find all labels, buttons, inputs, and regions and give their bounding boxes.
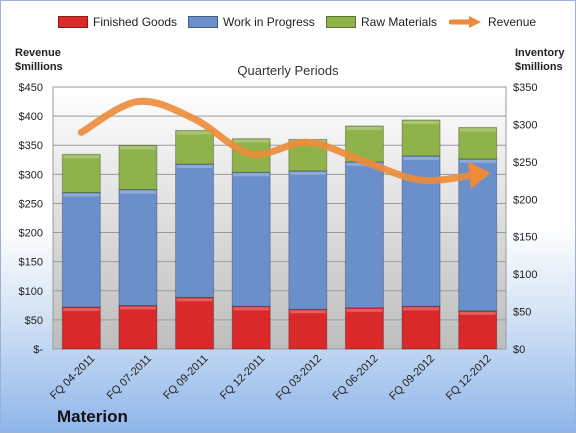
bar-highlight-raw-materials-1 [63, 155, 100, 159]
left-tick-label: $450 [19, 82, 43, 94]
legend-label-work-in-progress: Work in Progress [223, 15, 315, 29]
bar-raw-materials-8 [458, 126, 498, 160]
bar-highlight-work-in-progress-7 [403, 156, 440, 160]
x-tick-label: FQ 12-2011 [218, 353, 267, 402]
right-tick-label: $300 [513, 119, 537, 131]
bar-work-in-progress-1 [61, 192, 101, 308]
bar-highlight-raw-materials-7 [403, 120, 440, 124]
left-tick-label: $150 [19, 257, 43, 269]
bar-highlight-raw-materials-4 [233, 139, 270, 143]
legend: Finished Goods Work in Progress Raw Mate… [1, 15, 575, 35]
bar-work-in-progress-8 [458, 158, 498, 312]
bar-finished-goods-2 [118, 305, 158, 350]
bar-work-in-progress-6 [344, 161, 384, 309]
right-axis-title-line1: Inventory [515, 47, 565, 59]
x-tick-label: FQ 03-2012 [274, 353, 324, 403]
x-tick-label: FQ 07-2011 [105, 353, 154, 402]
x-tick-label: FQ 09-2011 [161, 353, 210, 402]
left-tick-label: $250 [19, 198, 43, 210]
legend-label-revenue: Revenue [488, 15, 537, 29]
bar-highlight-finished-goods-6 [346, 308, 383, 312]
bar-finished-goods-3 [175, 296, 215, 350]
legend-swatch-work-in-progress [188, 16, 218, 28]
left-axis-title-line1: Revenue [15, 47, 61, 59]
x-tick-label: FQ 06-2012 [331, 353, 381, 403]
legend-swatch-revenue [449, 16, 481, 28]
bar-highlight-raw-materials-3 [176, 131, 213, 135]
left-tick-label: $- [33, 344, 43, 356]
bar-raw-materials-1 [61, 153, 101, 194]
left-tick-label: $400 [19, 111, 43, 123]
right-tick-label: $350 [513, 82, 537, 94]
company-name: Materion [57, 407, 128, 426]
right-axis-title-line2: $millions [515, 61, 563, 73]
bar-highlight-work-in-progress-5 [289, 171, 326, 175]
left-tick-label: $50 [25, 315, 43, 327]
bar-highlight-finished-goods-1 [63, 308, 100, 312]
bar-finished-goods-5 [288, 308, 328, 350]
bar-highlight-raw-materials-6 [346, 126, 383, 130]
legend-label-raw-materials: Raw Materials [361, 15, 438, 29]
bar-highlight-raw-materials-8 [459, 128, 496, 132]
bar-highlight-work-in-progress-4 [233, 173, 270, 177]
bar-highlight-work-in-progress-8 [459, 159, 496, 163]
bar-highlight-finished-goods-4 [233, 307, 270, 311]
left-tick-label: $350 [19, 140, 43, 152]
bar-work-in-progress-2 [118, 189, 158, 307]
bar-highlight-finished-goods-2 [119, 306, 156, 310]
left-axis-title: Revenue $millions [15, 46, 63, 74]
bar-finished-goods-4 [231, 305, 271, 350]
right-tick-label: $200 [513, 194, 537, 206]
left-tick-label: $300 [19, 169, 43, 181]
bar-finished-goods-7 [401, 305, 441, 350]
legend-swatch-raw-materials [326, 16, 356, 28]
right-tick-label: $0 [513, 344, 525, 356]
legend-label-finished-goods: Finished Goods [93, 15, 178, 29]
bar-highlight-work-in-progress-2 [119, 190, 156, 194]
right-axis-title: Inventory $millions [515, 46, 565, 74]
right-tick-label: $100 [513, 269, 537, 281]
x-tick-label: FQ 12-2012 [444, 353, 494, 403]
bar-finished-goods-8 [458, 310, 498, 350]
right-tick-label: $250 [513, 157, 537, 169]
left-tick-label: $100 [19, 286, 43, 298]
right-tick-label: $150 [513, 232, 537, 244]
right-tick-label: $50 [513, 307, 531, 319]
bar-highlight-work-in-progress-1 [63, 193, 100, 197]
x-tick-label: FQ 09-2012 [387, 353, 437, 403]
bar-raw-materials-7 [401, 119, 441, 157]
chart-title: Quarterly Periods [237, 63, 339, 78]
legend-item-work-in-progress: Work in Progress [188, 15, 315, 29]
bar-highlight-work-in-progress-3 [176, 165, 213, 169]
bar-highlight-finished-goods-3 [176, 298, 213, 302]
left-axis-title-line2: $millions [15, 61, 63, 73]
bar-highlight-finished-goods-7 [403, 307, 440, 311]
bar-highlight-raw-materials-2 [119, 146, 156, 150]
legend-item-raw-materials: Raw Materials [326, 15, 437, 29]
bar-highlight-finished-goods-5 [289, 310, 326, 314]
revenue-line [77, 97, 491, 190]
legend-item-revenue: Revenue [449, 15, 536, 29]
legend-swatch-finished-goods [58, 16, 88, 28]
x-tick-label: FQ 04-2011 [48, 353, 97, 402]
bar-work-in-progress-3 [175, 163, 215, 298]
bar-raw-materials-2 [118, 144, 158, 191]
bar-finished-goods-1 [61, 306, 101, 350]
legend-item-finished-goods: Finished Goods [58, 15, 177, 29]
bar-raw-materials-3 [175, 129, 215, 165]
bar-work-in-progress-5 [288, 170, 328, 310]
bar-highlight-finished-goods-8 [459, 311, 496, 315]
bar-work-in-progress-4 [231, 171, 271, 307]
bar-finished-goods-6 [344, 307, 384, 350]
left-tick-label: $200 [19, 228, 43, 240]
